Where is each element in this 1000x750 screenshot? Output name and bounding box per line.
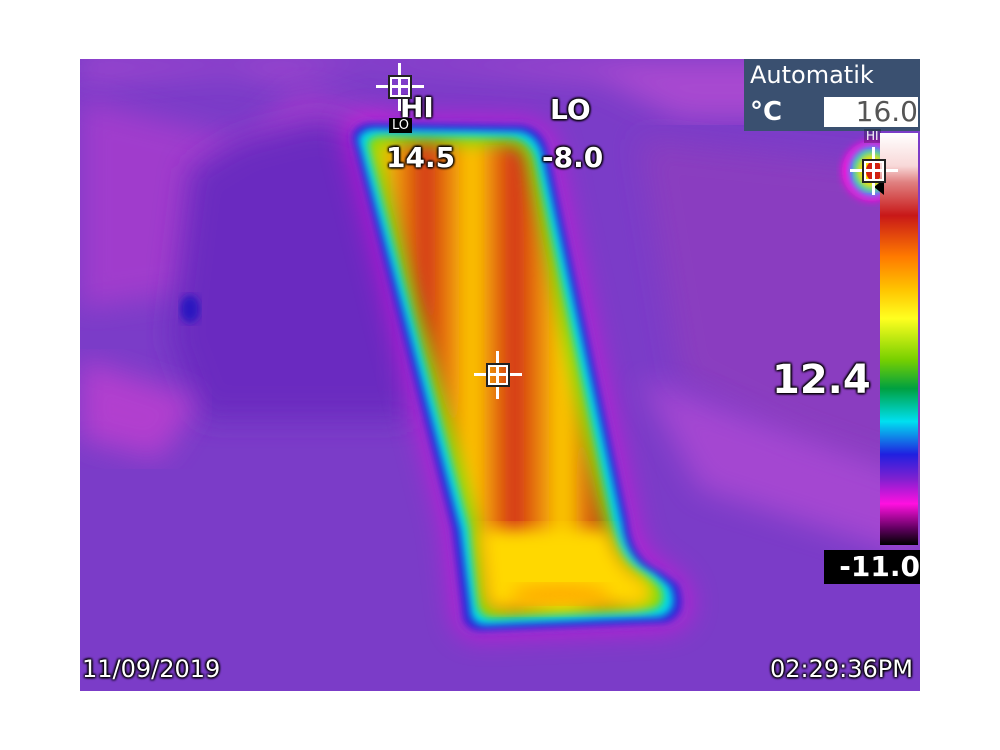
capture-date: 11/09/2019	[82, 655, 221, 683]
thermal-image: Automatik °C 16.0 HI -11.0 HI 14.5 LO -8…	[80, 59, 920, 691]
lo-tag: LO	[389, 118, 413, 133]
scale-max-value: 16.0	[824, 97, 918, 127]
color-palette-bar	[880, 133, 918, 545]
hi-crosshair-icon	[376, 63, 424, 111]
hi-value: 14.5	[386, 141, 456, 174]
palette-hi-tag: HI	[864, 129, 881, 143]
center-temperature: 12.4	[772, 357, 871, 403]
lo-value: -8.0	[542, 141, 604, 174]
triangle-marker-icon	[874, 179, 884, 195]
lo-title: LO	[550, 93, 591, 126]
capture-time: 02:29:36PM	[770, 655, 913, 683]
hotspot-crosshair-icon	[850, 147, 898, 195]
center-crosshair-icon	[474, 351, 522, 399]
mode-label: Automatik	[750, 61, 874, 89]
scale-min-value: -11.0	[824, 550, 920, 584]
unit-label: °C	[750, 97, 783, 127]
thermal-scene	[80, 59, 920, 691]
measurement-mode-panel: Automatik °C 16.0	[744, 59, 920, 131]
